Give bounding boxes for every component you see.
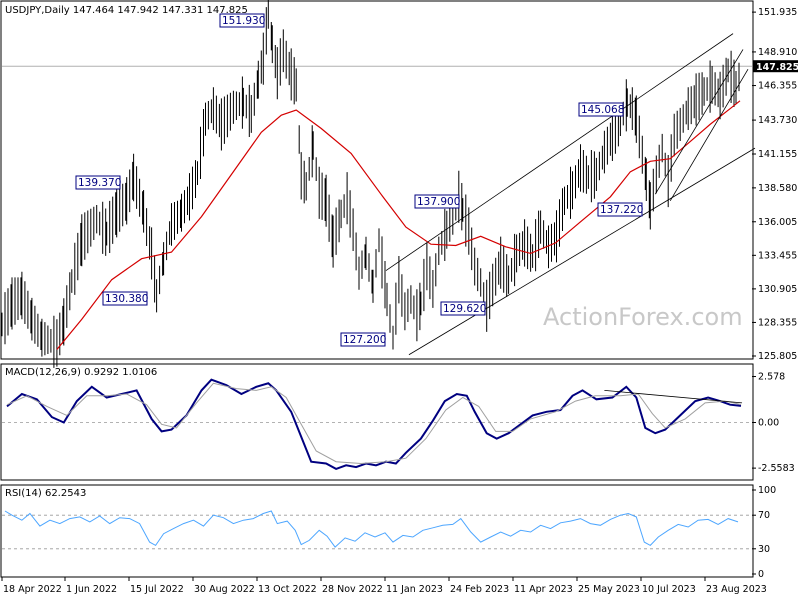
annotation-box: [75, 175, 121, 190]
annotation-box: [440, 301, 486, 316]
price-y-tick-label: 125.805: [758, 351, 797, 362]
macd-panel: [0, 363, 754, 481]
x-tick-label: 11 Jan 2023: [386, 584, 443, 595]
last-price-label: 147.825: [756, 62, 799, 73]
annotation-label: 139.370: [78, 177, 121, 189]
last-price-tag: [753, 60, 798, 73]
price-y-tick-label: 143.730: [758, 115, 797, 126]
rsi-panel: [0, 484, 754, 578]
price-y-tick-label: 133.455: [758, 250, 797, 261]
annotation-box: [340, 332, 386, 347]
rsi-line: [4, 510, 739, 548]
x-tick-label: 15 Jul 2022: [130, 584, 184, 595]
price-y-tick-label: 141.155: [758, 149, 797, 160]
x-tick-label: 10 Jul 2023: [642, 584, 696, 595]
trend-channel-line: [408, 147, 756, 356]
annotation-label: 145.068: [581, 104, 624, 116]
trend-channel-line: [654, 49, 744, 195]
x-tick-label: 30 Aug 2022: [194, 584, 255, 595]
rsi-y-tick-label: 0: [758, 569, 764, 580]
price-y-tick-label: 151.935: [758, 7, 797, 18]
price-y-tick-label: 148.910: [758, 47, 797, 58]
price-y-tick-label: 128.355: [758, 317, 797, 328]
x-tick-label: 18 Apr 2022: [3, 584, 62, 595]
rsi-y-tick-label: 30: [758, 544, 770, 555]
annotation-label: 151.930: [222, 15, 265, 27]
annotation-box: [102, 291, 148, 306]
rsi-header: RSI(14) 62.2543: [5, 488, 86, 499]
x-tick-label: 24 Feb 2023: [450, 584, 509, 595]
x-tick-label: 11 Apr 2023: [514, 584, 573, 595]
x-tick-label: 1 Jun 2022: [66, 584, 117, 595]
annotation-box: [578, 102, 624, 117]
annotation-label: 130.380: [105, 293, 148, 305]
x-tick-label: 28 Nov 2022: [322, 584, 383, 595]
price-y-tick-label: 136.005: [758, 217, 797, 228]
macd-signal-line: [6, 382, 742, 465]
x-tick-label: 25 May 2023: [578, 584, 640, 595]
rsi-y-tick-label: 70: [758, 510, 770, 521]
moving-average-line: [56, 100, 741, 350]
annotation-box: [219, 13, 265, 28]
price-y-tick-label: 130.905: [758, 284, 797, 295]
price-header: USDJPY,Daily 147.464 147.942 147.331 147…: [5, 5, 248, 16]
macd-y-tick-label: -2.5583: [758, 463, 795, 474]
x-tick-label: 23 Aug 2023: [706, 584, 767, 595]
watermark: ActionForex.com: [543, 303, 743, 331]
annotation-label: 127.200: [343, 334, 386, 346]
annotation-label: 137.220: [600, 204, 643, 216]
price-y-tick-label: 138.580: [758, 183, 797, 194]
annotation-label: 137.900: [417, 196, 460, 208]
annotation-label: 129.620: [443, 303, 486, 315]
rsi-y-tick-label: 100: [758, 485, 776, 496]
annotation-box: [414, 194, 460, 209]
x-tick-label: 13 Oct 2022: [258, 584, 317, 595]
macd-y-tick-label: 0.00: [758, 418, 779, 429]
macd-trendline: [604, 390, 743, 404]
trend-channel-line: [669, 68, 749, 201]
trend-channel-line: [385, 33, 734, 271]
price-y-tick-label: 146.355: [758, 81, 797, 92]
price-bars: [1, 0, 740, 368]
macd-header: MACD(12,26,9) 0.9292 1.0106: [5, 367, 157, 378]
annotation-box: [597, 202, 643, 217]
macd-y-tick-label: 2.578: [758, 372, 785, 383]
